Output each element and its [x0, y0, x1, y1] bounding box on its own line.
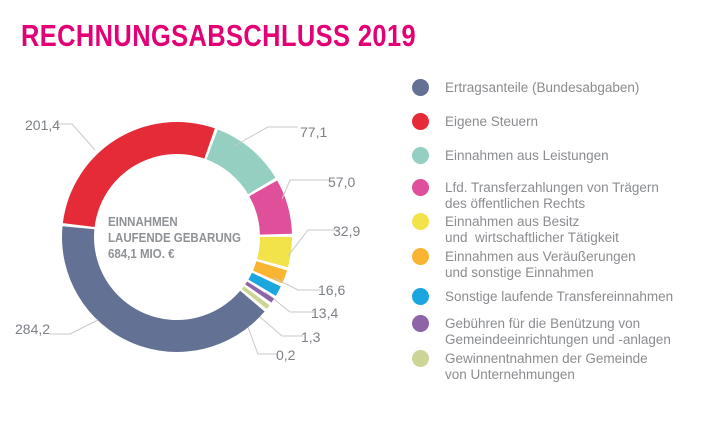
legend-dot-icon	[412, 179, 429, 196]
leader-line	[233, 126, 298, 147]
slice-57-0	[249, 180, 292, 235]
chart-title: RECHNUNGSABSCHLUSS 2019	[21, 18, 417, 53]
slice-1-3	[245, 281, 275, 303]
center-label-total: 684,1 MIO. €	[108, 247, 175, 261]
legend-label: Einnahmen aus Veräußerungen und sonstige…	[445, 249, 636, 280]
data-label: 16,6	[318, 282, 345, 298]
leader-line	[50, 319, 99, 335]
data-label: 13,4	[311, 305, 338, 321]
center-label-line-1: EINNAHMEN	[108, 215, 178, 229]
center-label: EINNAHMEN LAUFENDE GEBARUNG 684,1 MIO. €	[108, 214, 241, 262]
legend-dot-icon	[412, 213, 429, 230]
legend-label: Lfd. Transferzahlungen von Trägern des ö…	[445, 180, 659, 211]
legend-item: Einnahmen aus Besitz und wirtschaftliche…	[412, 213, 619, 246]
legend-dot-icon	[412, 113, 429, 130]
data-label: 77,1	[300, 124, 327, 140]
leader-line	[264, 291, 315, 313]
slice-284-2	[62, 226, 265, 352]
leader-line	[55, 123, 96, 151]
data-label: 32,9	[333, 223, 360, 239]
slice-32-9	[257, 236, 292, 268]
leader-line	[281, 179, 330, 200]
legend-label: Einnahmen aus Leistungen	[445, 148, 609, 163]
legend-label: Ertragsanteile (Bundesabgaben)	[445, 80, 640, 95]
legend-dot-icon	[412, 248, 429, 265]
legend-item: Gewinnentnahmen der Gemeinde von Unterne…	[412, 350, 648, 383]
legend-item: Einnahmen aus Veräußerungen und sonstige…	[412, 248, 636, 281]
center-label-line-2: LAUFENDE GEBARUNG	[108, 231, 241, 245]
data-label: 284,2	[15, 321, 50, 337]
slice-16-6	[252, 261, 288, 284]
slice-201-4	[62, 122, 215, 227]
legend-item: Lfd. Transferzahlungen von Trägern des ö…	[412, 179, 659, 212]
slice-0-2	[241, 286, 270, 310]
legend-item: Gebühren für die Benützung von Gemeindee…	[412, 315, 671, 348]
legend-item: Einnahmen aus Leistungen	[412, 147, 609, 164]
legend-dot-icon	[412, 288, 429, 305]
leader-line	[273, 277, 320, 291]
legend-label: Sonstige laufende Transfereinnahmen	[445, 289, 674, 304]
data-label: 201,4	[25, 117, 60, 133]
legend-label: Gewinnentnahmen der Gemeinde von Unterne…	[445, 351, 648, 382]
legend-dot-icon	[412, 147, 429, 164]
legend-label: Einnahmen aus Besitz und wirtschaftliche…	[445, 214, 619, 245]
leader-line	[251, 309, 303, 337]
leader-line	[287, 229, 338, 257]
legend-label: Gebühren für die Benützung von Gemeindee…	[445, 316, 671, 347]
legend-label: Eigene Steuern	[445, 114, 539, 129]
legend-item: Ertragsanteile (Bundesabgaben)	[412, 79, 640, 96]
slice-77-1	[206, 129, 276, 195]
slice-13-4	[248, 272, 281, 296]
data-label: 0,2	[276, 347, 296, 363]
legend-dot-icon	[412, 315, 429, 332]
data-label: 57,0	[328, 174, 355, 190]
legend-dot-icon	[412, 79, 429, 96]
legend-dot-icon	[412, 350, 429, 367]
legend-item: Sonstige laufende Transfereinnahmen	[412, 288, 674, 305]
data-label: 1,3	[301, 329, 321, 345]
legend-item: Eigene Steuern	[412, 113, 539, 130]
